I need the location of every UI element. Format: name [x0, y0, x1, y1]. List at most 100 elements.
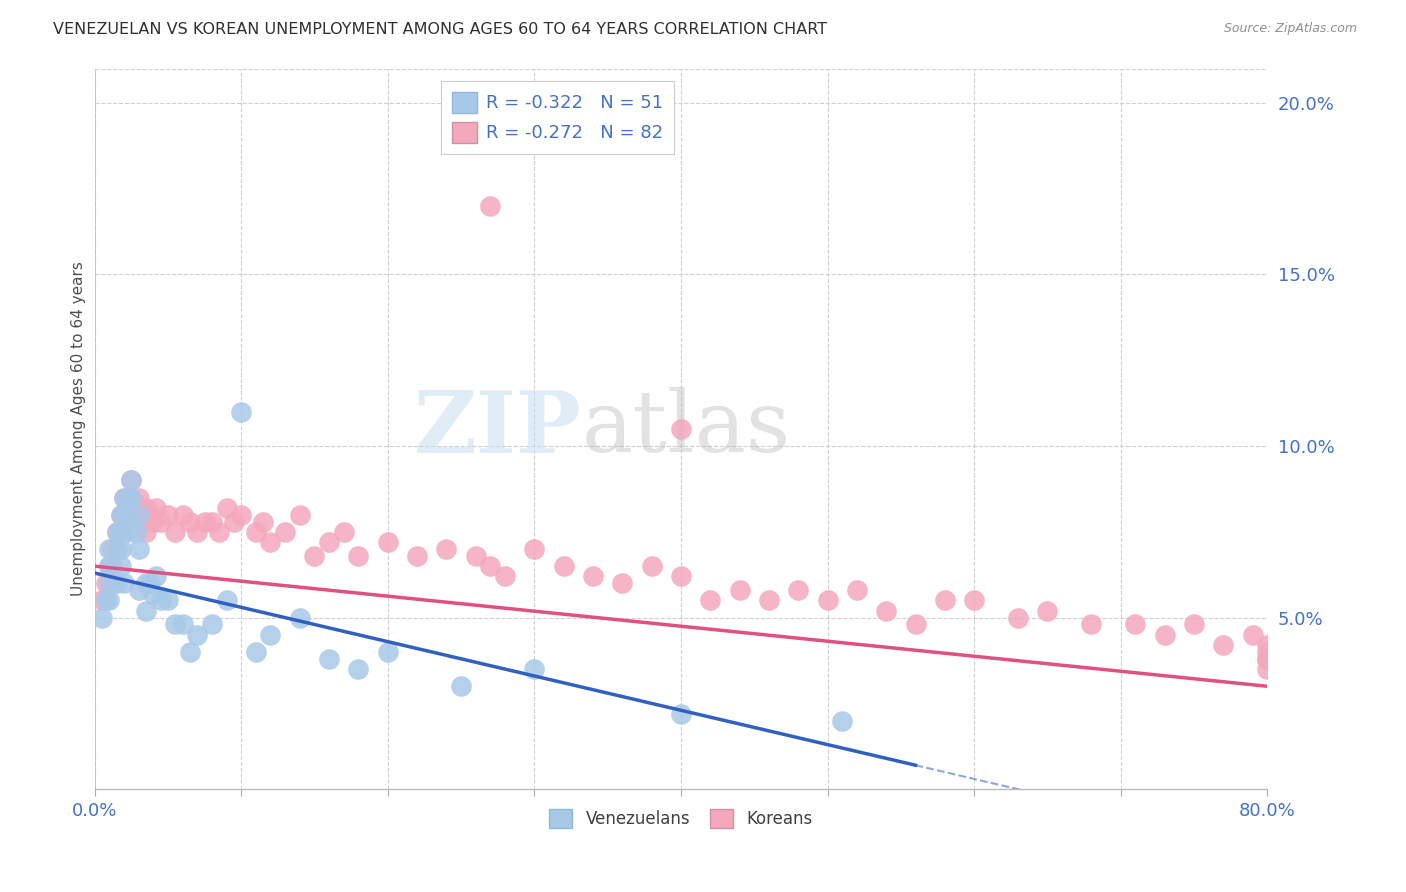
Point	[101, 541, 124, 556]
Text: VENEZUELAN VS KOREAN UNEMPLOYMENT AMONG AGES 60 TO 64 YEARS CORRELATION CHART: VENEZUELAN VS KOREAN UNEMPLOYMENT AMONG …	[53, 22, 828, 37]
Point	[464, 549, 486, 563]
Point	[120, 491, 142, 505]
Point	[128, 508, 150, 522]
Point	[231, 405, 253, 419]
Point	[124, 524, 146, 539]
Point	[96, 576, 118, 591]
Point	[112, 491, 135, 505]
Point	[124, 497, 146, 511]
Point	[1212, 638, 1234, 652]
Point	[135, 500, 157, 515]
Text: ZIP: ZIP	[413, 387, 581, 471]
Point	[347, 549, 370, 563]
Point	[669, 422, 692, 436]
Point	[105, 541, 128, 556]
Point	[904, 617, 927, 632]
Point	[145, 500, 167, 515]
Point	[186, 524, 208, 539]
Point	[165, 617, 187, 632]
Point	[135, 604, 157, 618]
Point	[112, 508, 135, 522]
Point	[333, 524, 356, 539]
Point	[149, 515, 172, 529]
Point	[105, 524, 128, 539]
Point	[1036, 604, 1059, 618]
Point	[115, 524, 138, 539]
Point	[758, 593, 780, 607]
Point	[252, 515, 274, 529]
Point	[201, 515, 224, 529]
Point	[1256, 645, 1278, 659]
Point	[245, 645, 267, 659]
Point	[193, 515, 215, 529]
Point	[231, 508, 253, 522]
Point	[101, 559, 124, 574]
Point	[112, 576, 135, 591]
Point	[90, 593, 112, 607]
Point	[110, 541, 132, 556]
Point	[172, 508, 194, 522]
Legend: Venezuelans, Koreans: Venezuelans, Koreans	[543, 803, 820, 835]
Point	[1256, 652, 1278, 666]
Point	[115, 508, 138, 522]
Point	[553, 559, 575, 574]
Point	[98, 593, 121, 607]
Point	[347, 662, 370, 676]
Point	[450, 679, 472, 693]
Point	[259, 535, 281, 549]
Point	[934, 593, 956, 607]
Point	[156, 508, 179, 522]
Text: atlas: atlas	[581, 387, 790, 470]
Point	[131, 508, 153, 522]
Point	[1256, 638, 1278, 652]
Point	[120, 474, 142, 488]
Point	[523, 541, 546, 556]
Point	[179, 645, 201, 659]
Point	[1125, 617, 1147, 632]
Point	[142, 586, 165, 600]
Point	[139, 508, 162, 522]
Point	[135, 524, 157, 539]
Point	[142, 515, 165, 529]
Point	[179, 515, 201, 529]
Point	[208, 524, 231, 539]
Point	[1256, 652, 1278, 666]
Point	[156, 593, 179, 607]
Point	[115, 491, 138, 505]
Point	[90, 610, 112, 624]
Point	[128, 491, 150, 505]
Point	[98, 576, 121, 591]
Point	[115, 491, 138, 505]
Point	[318, 535, 340, 549]
Point	[669, 569, 692, 583]
Point	[110, 559, 132, 574]
Point	[110, 508, 132, 522]
Point	[406, 549, 429, 563]
Point	[112, 524, 135, 539]
Point	[201, 617, 224, 632]
Point	[434, 541, 457, 556]
Point	[145, 569, 167, 583]
Point	[128, 508, 150, 522]
Point	[120, 474, 142, 488]
Point	[288, 508, 311, 522]
Point	[105, 541, 128, 556]
Point	[112, 508, 135, 522]
Point	[259, 628, 281, 642]
Point	[582, 569, 605, 583]
Point	[787, 583, 810, 598]
Point	[105, 576, 128, 591]
Point	[318, 652, 340, 666]
Point	[98, 559, 121, 574]
Point	[186, 628, 208, 642]
Point	[165, 524, 187, 539]
Point	[172, 617, 194, 632]
Point	[304, 549, 326, 563]
Point	[1182, 617, 1205, 632]
Point	[963, 593, 986, 607]
Point	[245, 524, 267, 539]
Point	[1241, 628, 1264, 642]
Point	[98, 559, 121, 574]
Point	[523, 662, 546, 676]
Point	[669, 706, 692, 721]
